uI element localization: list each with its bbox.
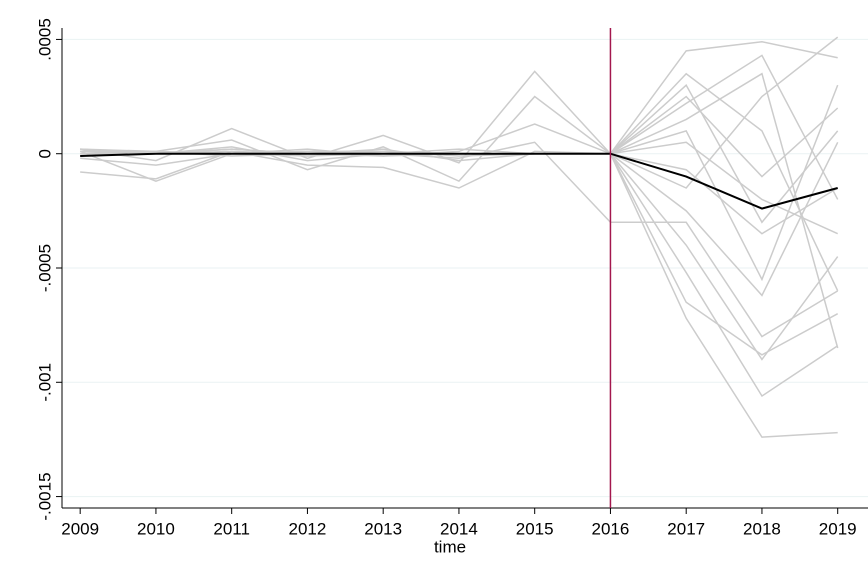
x-tick-label: 2016 <box>592 519 630 538</box>
series-line <box>80 70 839 224</box>
y-tick-label: -.001 <box>35 363 54 402</box>
x-tick-label: 2015 <box>516 519 554 538</box>
series-line <box>80 84 839 282</box>
x-tick-label: 2017 <box>667 519 705 538</box>
x-tick-label: 2011 <box>213 519 250 538</box>
x-tick-label: 2018 <box>743 519 781 538</box>
x-tick-label: 2009 <box>61 519 99 538</box>
y-tick-label: 0 <box>35 149 54 158</box>
series-line <box>80 72 839 292</box>
series-line <box>80 152 838 210</box>
x-tick-label: 2014 <box>440 519 478 538</box>
y-tick-label: .0005 <box>35 18 54 61</box>
series-line <box>80 72 839 349</box>
x-tick-label: 2019 <box>819 519 857 538</box>
y-tick-label: -.0005 <box>35 244 54 292</box>
series-line <box>80 36 839 189</box>
series-line <box>80 141 839 338</box>
x-tick-label: 2010 <box>137 519 175 538</box>
x-tick-label: 2013 <box>364 519 402 538</box>
y-tick-label: -.0015 <box>35 472 54 520</box>
x-axis-label: time <box>434 537 466 556</box>
series-line <box>80 40 838 157</box>
series-line <box>80 95 839 398</box>
x-tick-label: 2012 <box>289 519 327 538</box>
series-line <box>79 54 839 200</box>
series-line <box>80 150 838 438</box>
